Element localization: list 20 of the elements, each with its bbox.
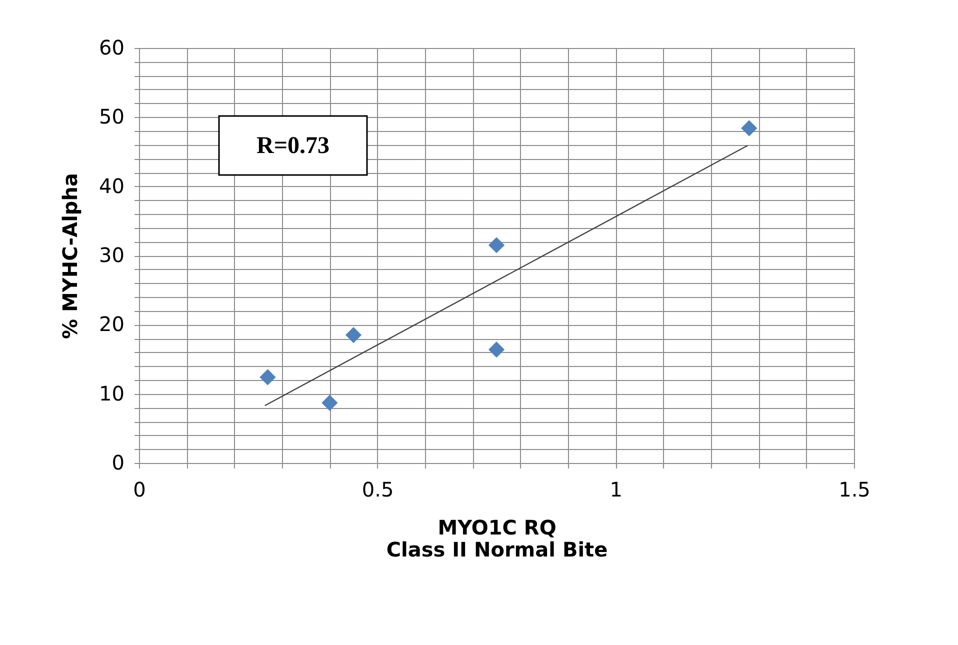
y-tick-label: 10: [99, 381, 124, 406]
y-tick-label: 0: [112, 450, 124, 474]
x-tick-label: 0: [133, 478, 146, 502]
x-tick-label: 1.5: [838, 478, 870, 502]
point: [345, 326, 362, 344]
y-tick-label: 60: [99, 36, 124, 60]
x-tick-label: 1: [610, 478, 623, 502]
y-tick-label: 40: [99, 174, 124, 198]
point: [741, 120, 758, 136]
x-axis-title: MYO1C RQ Class II Normal Bite: [386, 516, 608, 562]
point: [260, 369, 276, 386]
point: [322, 394, 338, 411]
annotation: R=0.73: [256, 133, 330, 159]
y-tick-label: 20: [99, 312, 124, 336]
y-tick-label: 30: [99, 243, 124, 267]
y-axis-title: % MYHC-Alpha: [58, 173, 82, 339]
x-tick-label: 0.5: [362, 478, 394, 502]
y-tick-label: 50: [99, 104, 124, 129]
point: [488, 342, 505, 358]
point: [488, 237, 505, 254]
